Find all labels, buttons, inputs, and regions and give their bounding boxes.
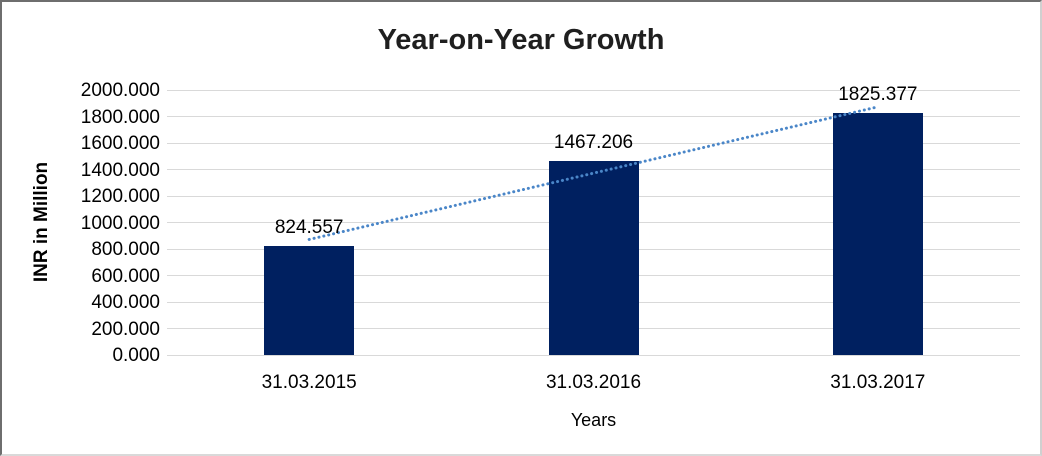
y-axis-tick-label: 1600.000 [80,133,160,154]
y-axis-tick-label: 1400.000 [80,159,160,181]
y-axis-tick-label: 1200.000 [80,186,160,207]
x-axis-tick-label: 31.03.2017 [830,372,926,393]
y-axis-tick-label: 1000.000 [80,212,160,234]
y-axis-tick-label: 1800.000 [80,106,160,128]
y-axis-tick-label: 400.000 [91,292,160,313]
y-axis-tick-label: 2000.000 [80,80,160,101]
data-label: 1467.206 [553,131,634,153]
y-axis-tick-label: 800.000 [91,239,160,260]
x-axis-tick-label: 31.03.2015 [261,372,357,393]
data-label: 1825.377 [838,84,918,106]
y-axis-tick-label: 200.000 [91,318,160,340]
x-axis-title: Years [570,410,617,430]
x-axis-tick-label: 31.03.2016 [545,372,642,393]
bar-31.03.2017 [832,113,923,355]
x-axis-line [167,354,1020,356]
bar-31.03.2016 [548,160,639,355]
y-axis-tick-label: 0.000 [112,345,160,366]
chart-title: Year-on-Year Growth [377,24,665,56]
gridline [167,89,1020,91]
y-axis-tick-label: 600.000 [91,265,160,287]
bar-31.03.2015 [264,245,355,355]
data-label: 824.557 [274,216,344,238]
